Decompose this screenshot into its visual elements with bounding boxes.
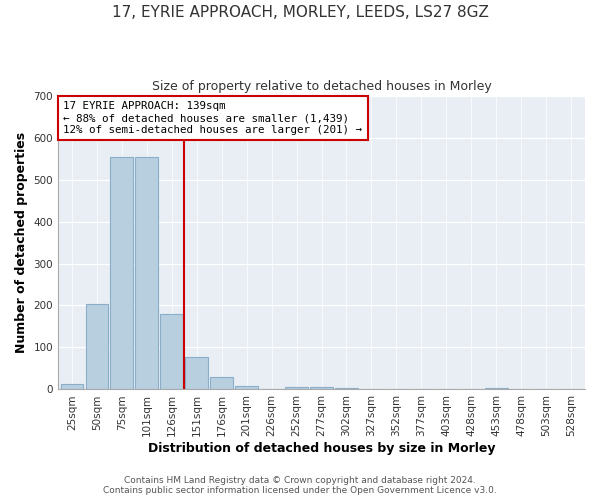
- Text: 17, EYRIE APPROACH, MORLEY, LEEDS, LS27 8GZ: 17, EYRIE APPROACH, MORLEY, LEEDS, LS27 …: [112, 5, 488, 20]
- Bar: [86, 304, 108, 390]
- Title: Size of property relative to detached houses in Morley: Size of property relative to detached ho…: [152, 80, 491, 93]
- Text: 17 EYRIE APPROACH: 139sqm
← 88% of detached houses are smaller (1,439)
12% of se: 17 EYRIE APPROACH: 139sqm ← 88% of detac…: [64, 102, 362, 134]
- Bar: [335, 388, 358, 390]
- Bar: [110, 157, 133, 390]
- Text: Contains HM Land Registry data © Crown copyright and database right 2024.
Contai: Contains HM Land Registry data © Crown c…: [103, 476, 497, 495]
- Bar: [286, 386, 308, 390]
- Bar: [160, 314, 183, 390]
- Bar: [211, 377, 233, 390]
- Bar: [136, 157, 158, 390]
- Y-axis label: Number of detached properties: Number of detached properties: [15, 132, 28, 353]
- Bar: [185, 356, 208, 390]
- Bar: [310, 388, 333, 390]
- X-axis label: Distribution of detached houses by size in Morley: Distribution of detached houses by size …: [148, 442, 495, 455]
- Bar: [61, 384, 83, 390]
- Bar: [235, 386, 258, 390]
- Bar: [485, 388, 508, 390]
